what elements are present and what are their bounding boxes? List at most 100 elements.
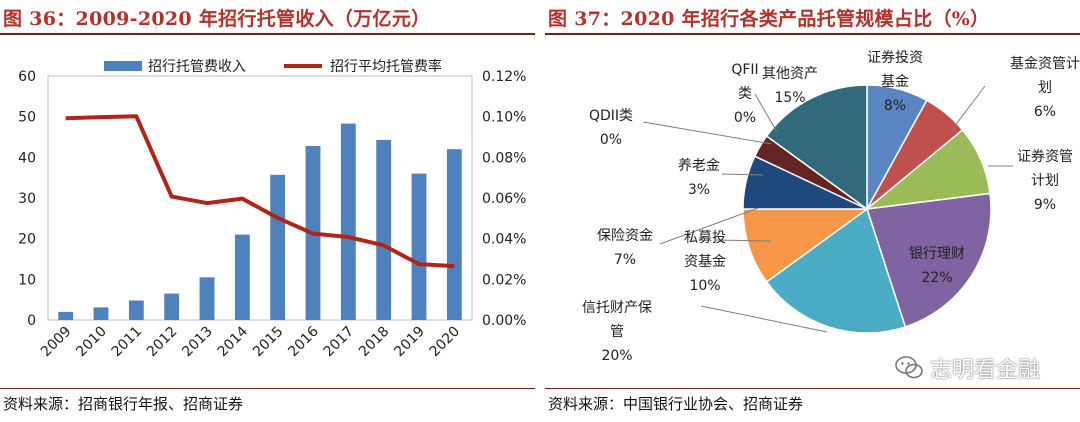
- pie-value-label: 15%: [774, 90, 805, 106]
- bar-2010: [93, 307, 109, 320]
- y-right-tick-label: 0.00%: [482, 313, 526, 329]
- pie-category-label: 基金资管计: [1010, 55, 1080, 72]
- pie-value-label: 7%: [614, 252, 636, 268]
- pie-label-银行理财: 银行理财 22%: [909, 246, 965, 286]
- pie-category-label: QDII类: [589, 108, 633, 124]
- y-left-tick-label: 0: [27, 313, 36, 329]
- leader-line-养老金: [721, 173, 764, 176]
- right-title-rule: [545, 33, 1080, 35]
- bar-2009: [58, 311, 74, 320]
- legend-bar-label: 招行托管费收入: [148, 59, 246, 75]
- y-right-tick-label: 0.06%: [482, 191, 526, 207]
- legend-bar-swatch: [104, 61, 142, 71]
- left-source-note: 资料来源：招商银行年报、招商证券: [3, 395, 244, 413]
- pie-value-label: 9%: [1034, 197, 1056, 213]
- pie-category-label: 其他资产: [762, 66, 818, 82]
- custody-fee-chart: 0 10 20 30 40 50 60 0.00% 0.02% 0.04% 0.06% 0.08% 0.…: [18, 58, 526, 361]
- right-source-rule: [545, 388, 1080, 389]
- leader-line-保险资金: [659, 207, 759, 245]
- y-right-tick-label: 0.10%: [482, 110, 526, 126]
- pie-category-label: 资基金: [684, 253, 726, 270]
- pie-category-label: QFII: [731, 62, 758, 78]
- pie-category-label: 类: [738, 86, 752, 102]
- pie-slice-银行理财: [866, 192, 992, 328]
- y-right-tick-label: 0.02%: [482, 272, 526, 288]
- pie-value-label: 3%: [688, 182, 710, 198]
- right-source-note: 资料来源：中国银行业协会、招商证券: [548, 395, 804, 413]
- pie-category-label: 养老金: [678, 158, 720, 174]
- pie-slice-私募投资基金: [742, 208, 870, 283]
- bar-2013: [199, 277, 215, 320]
- pie-label-QDII类: QDII类 0%: [589, 108, 633, 148]
- x-tick-label: 2012: [144, 324, 181, 361]
- x-tick-label: 2020: [427, 324, 464, 361]
- bar-2012: [164, 293, 180, 320]
- left-panel: 图 36：2009-2020 年招行托管收入（万亿元） 0 10 20 30 40 50 6…: [0, 0, 535, 422]
- pie-category-label: 证券资管: [1017, 149, 1073, 165]
- pie-category-label: 计划: [1031, 173, 1059, 189]
- pie-category-label: 划: [1038, 80, 1052, 96]
- pie-category-label: 基金: [881, 73, 909, 90]
- x-tick-label: 2015: [250, 324, 287, 361]
- bar-2015: [270, 174, 286, 320]
- pie-category-label: 证券投资: [867, 50, 923, 66]
- x-tick-label: 2016: [285, 323, 322, 360]
- bar-2011: [128, 300, 144, 320]
- watermark-text: 志明看金融: [929, 358, 1040, 383]
- wechat-watermark: 志明看金融: [894, 352, 1040, 384]
- pie-value-label: 10%: [689, 278, 720, 294]
- bar-2020: [446, 149, 462, 320]
- x-tick-label: 2014: [215, 323, 252, 360]
- y-left-tick-label: 50: [18, 110, 36, 126]
- pie-category-label: 银行理财: [909, 246, 965, 262]
- right-panel: 图 37：2020 年招行各类产品托管规模占比（%） 证券投资基金 8% 基金资管计…: [545, 0, 1080, 422]
- legend-line-label: 招行平均托管费率: [330, 58, 442, 75]
- pie-value-label: 0%: [600, 132, 622, 148]
- left-title-rule: [0, 33, 535, 35]
- pie-category-label: 信托财产保: [582, 300, 652, 316]
- pie-category-label: 私募投: [684, 230, 726, 246]
- pie-slice-其他资产: [765, 84, 868, 211]
- y-right-tick-label: 0.12%: [482, 69, 526, 85]
- pie-label-养老金: 养老金 3%: [678, 158, 720, 198]
- y-left-tick-label: 40: [18, 150, 36, 166]
- x-tick-label: 2017: [321, 324, 358, 361]
- leader-line-信托财产保管: [700, 305, 828, 333]
- pie-value-label: 20%: [601, 348, 632, 364]
- y-left-tick-label: 10: [18, 272, 36, 288]
- pie-label-保险资金: 保险资金 7%: [597, 228, 653, 268]
- bar-2014: [234, 234, 250, 320]
- fee-rate-line: [65, 114, 455, 269]
- pie-category-label: 保险资金: [597, 228, 653, 244]
- right-chart-title: 图 37：2020 年招行各类产品托管规模占比（%）: [548, 8, 990, 30]
- bar-2018: [376, 139, 392, 320]
- bar-2019: [411, 173, 427, 320]
- leader-line-QFII类: [754, 93, 778, 133]
- pie-value-label: 6%: [1034, 104, 1056, 120]
- y-left-tick-label: 60: [18, 69, 36, 85]
- pie-value-label: 22%: [921, 270, 952, 286]
- pie-category-label: 管: [610, 324, 624, 340]
- y-left-tick-label: 20: [18, 232, 36, 248]
- pie-slice-信托财产保管: [765, 207, 907, 334]
- left-chart-title: 图 36：2009-2020 年招行托管收入（万亿元）: [3, 8, 431, 30]
- x-tick-label: 2019: [391, 324, 428, 361]
- leader-line-基金资管计划: [950, 85, 986, 132]
- y-left-tick-label: 30: [18, 191, 36, 207]
- wechat-icon: [895, 356, 923, 379]
- pie-label-其他资产: 其他资产 15%: [762, 66, 818, 106]
- left-source-rule: [0, 388, 535, 389]
- x-tick-label: 2013: [179, 324, 216, 361]
- pie-value-label: 0%: [734, 110, 756, 126]
- x-tick-label: 2010: [73, 324, 110, 361]
- plot-frame: [47, 75, 473, 321]
- pie-value-label: 8%: [884, 98, 906, 114]
- y-right-tick-label: 0.04%: [482, 232, 526, 248]
- leader-line-私募投资基金: [714, 239, 772, 242]
- x-tick-label: 2018: [356, 324, 393, 361]
- x-tick-label: 2011: [109, 324, 146, 361]
